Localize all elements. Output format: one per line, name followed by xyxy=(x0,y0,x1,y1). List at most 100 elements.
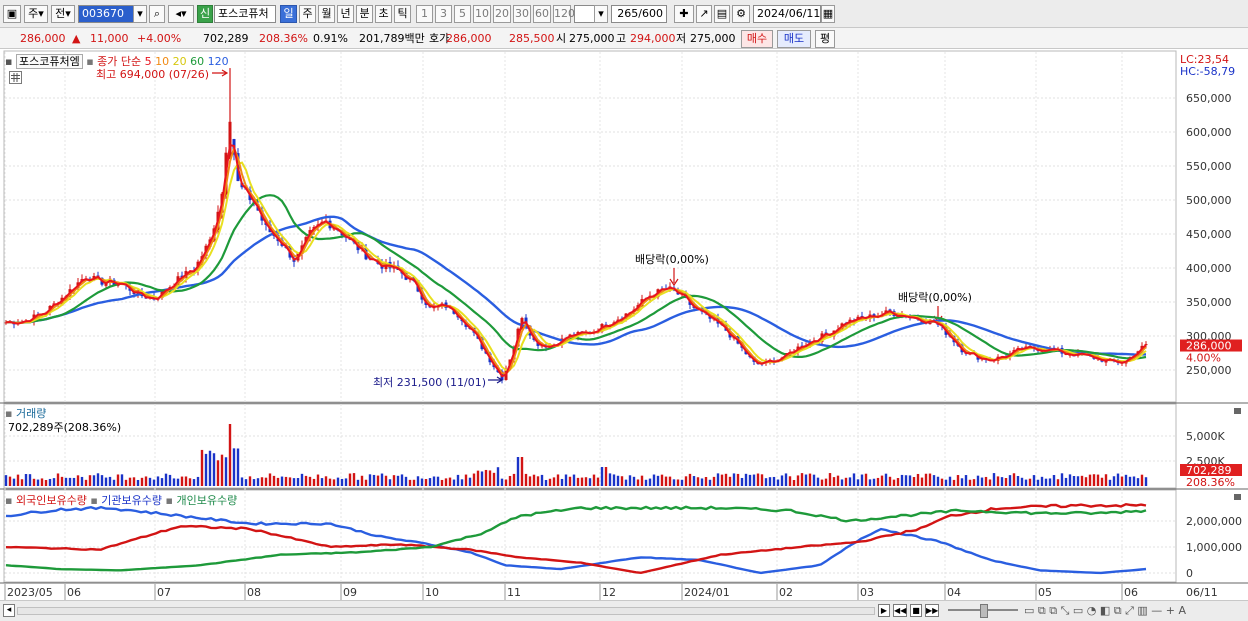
volume-bar xyxy=(40,478,44,486)
volume-bar xyxy=(172,478,176,486)
tab-period-month[interactable]: 월 xyxy=(318,5,335,23)
volume-bar xyxy=(880,475,884,486)
interval-30[interactable]: 30 xyxy=(513,5,531,23)
buy-button[interactable]: 매수 xyxy=(741,30,773,48)
volume-bar xyxy=(120,474,124,486)
low-price: 275,000 xyxy=(690,32,736,45)
volume-bar xyxy=(620,476,624,486)
date-field[interactable]: 2024/06/11 xyxy=(753,5,821,23)
speaker-icon[interactable]: ◂▾ xyxy=(168,5,194,23)
panel-menu-icon xyxy=(1234,408,1241,414)
volume-bar xyxy=(1108,479,1112,486)
volume-bar xyxy=(972,479,976,486)
interval-10[interactable]: 10 xyxy=(473,5,491,23)
time-tick-label: 2023/05 xyxy=(7,586,53,599)
volume-bar xyxy=(772,476,776,486)
play-icon[interactable]: ▶ xyxy=(878,604,890,617)
save-icon[interactable]: ▤ xyxy=(714,5,730,23)
volume-bar xyxy=(936,476,940,486)
volume-bar xyxy=(900,474,904,486)
scroll-track[interactable] xyxy=(17,607,875,615)
prev-button[interactable]: 전▾ xyxy=(51,5,75,23)
zoom-slider-handle[interactable] xyxy=(980,604,988,618)
volume-bar xyxy=(192,479,196,486)
volume-bar xyxy=(136,479,140,486)
volume-bar xyxy=(224,457,228,486)
volume-bar xyxy=(408,479,412,486)
interval-3[interactable]: 3 xyxy=(435,5,452,23)
interval-dropdown-icon[interactable]: ▾ xyxy=(594,5,608,23)
volume-bar xyxy=(412,479,416,486)
volume-bar xyxy=(1132,476,1136,486)
volume-bar xyxy=(996,476,1000,486)
volume-bar xyxy=(468,477,472,486)
volume-bar xyxy=(732,473,736,486)
time-tick-label: 03 xyxy=(860,586,874,599)
quote-info-bar xyxy=(0,28,1248,49)
volume-bar xyxy=(280,476,284,486)
volume-bar xyxy=(568,476,572,486)
volume-bar xyxy=(368,474,372,486)
ma120-legend: 120 xyxy=(207,55,229,68)
rewind-icon[interactable]: ◀◀ xyxy=(893,604,907,617)
volume-bar xyxy=(144,476,148,486)
volume-panel-frame xyxy=(3,403,1177,489)
volume-bar xyxy=(16,474,20,486)
volume-bar xyxy=(480,471,484,486)
stop-icon[interactable]: ■ xyxy=(910,604,922,617)
tab-period-year[interactable]: 년 xyxy=(337,5,354,23)
interval-120[interactable]: 120 xyxy=(553,5,575,23)
volume-bar xyxy=(1144,477,1148,486)
volume-bar xyxy=(1008,475,1012,486)
volume-bar xyxy=(716,473,720,486)
tab-period-tick[interactable]: 틱 xyxy=(394,5,411,23)
volume-bar xyxy=(92,475,96,486)
fast-forward-icon[interactable]: ▶▶ xyxy=(925,604,939,617)
tab-period-day[interactable]: 일 xyxy=(280,5,297,23)
volume-bar xyxy=(360,475,364,486)
volume-bar xyxy=(920,477,924,486)
table-icon[interactable] xyxy=(9,71,22,84)
volume-bar xyxy=(976,475,980,486)
sell-button[interactable]: 매도 xyxy=(777,30,811,48)
interval-5[interactable]: 5 xyxy=(454,5,471,23)
count-field[interactable]: 265/600 xyxy=(611,5,667,23)
gear-icon[interactable]: ⚙ xyxy=(732,5,750,23)
volume-bar xyxy=(472,473,476,486)
stock-code-input[interactable]: 003670 xyxy=(78,5,138,23)
tab-period-week[interactable]: 주 xyxy=(299,5,316,23)
interval-20[interactable]: 20 xyxy=(493,5,511,23)
volume-bar xyxy=(656,475,660,486)
holdings-tick-label: 1,000,000 xyxy=(1186,541,1242,554)
eval-button[interactable]: 평 xyxy=(815,30,835,48)
crosshair-icon[interactable]: ✚ xyxy=(674,5,694,23)
volume-bar xyxy=(896,478,900,486)
tab-period-minute[interactable]: 분 xyxy=(356,5,373,23)
calendar-icon[interactable]: ▦ xyxy=(821,5,835,23)
volume-bar xyxy=(1020,477,1024,486)
interval-60[interactable]: 60 xyxy=(533,5,551,23)
individual-legend: 개인보유수량 xyxy=(176,494,238,507)
chart-tools-icons[interactable]: ▭ ⧉ ⧉ ⤡ ▭ ◔ ◧ ⧉ ⤢ ▥ — + A xyxy=(1024,604,1187,617)
interval-1[interactable]: 1 xyxy=(416,5,433,23)
open-label: 시 xyxy=(556,32,567,45)
volume-bar xyxy=(508,475,512,486)
volume-bar xyxy=(392,475,396,486)
volume-bar xyxy=(924,473,928,486)
volume-bar xyxy=(784,473,788,486)
market-select[interactable]: 주▾ xyxy=(24,5,48,23)
volume-bar xyxy=(1028,478,1032,486)
layout-icon[interactable]: ▣ xyxy=(3,5,21,23)
volume-bar xyxy=(1056,479,1060,486)
tab-period-second[interactable]: 초 xyxy=(375,5,392,23)
low-annotation: 최저 231,500 (11/01) xyxy=(373,376,487,389)
scroll-left-icon[interactable]: ◂ xyxy=(3,604,15,617)
draw-line-icon[interactable]: ↗ xyxy=(696,5,712,23)
volume-bar xyxy=(680,479,684,486)
volume-bar xyxy=(96,473,100,486)
volume-bar xyxy=(432,476,436,486)
search-icon[interactable]: ⌕ xyxy=(149,5,165,23)
code-dropdown-icon[interactable]: ▾ xyxy=(133,5,147,23)
volume-bar xyxy=(1112,476,1116,486)
